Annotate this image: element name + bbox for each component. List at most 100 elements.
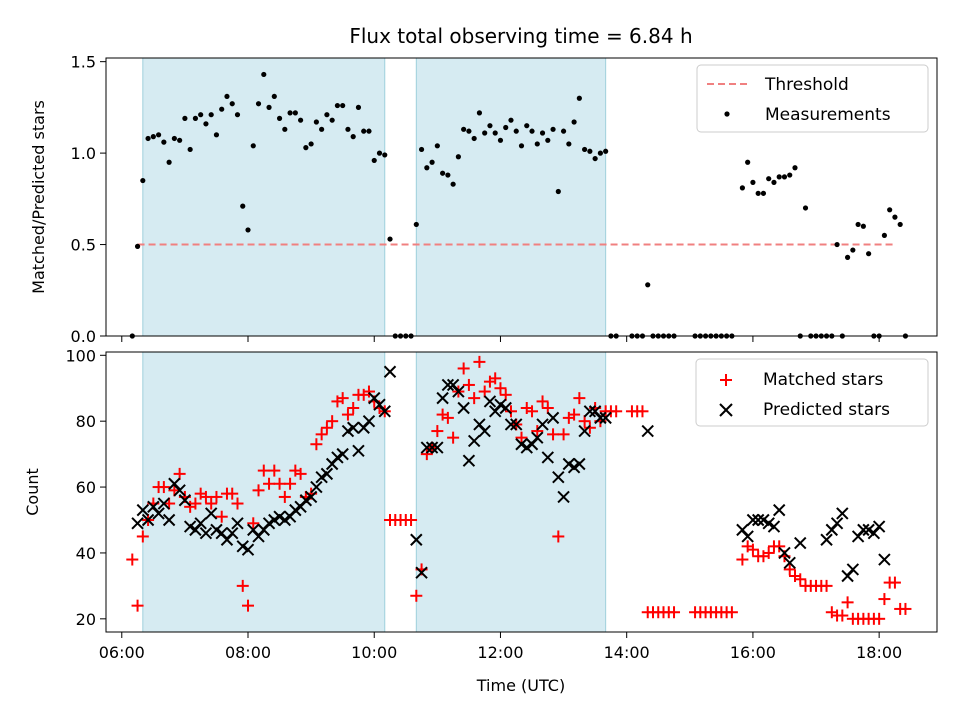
predicted-star-marker [410, 533, 423, 546]
measurement-point [545, 137, 551, 143]
predicted-star-marker [510, 418, 523, 431]
matched-star-marker [263, 477, 276, 490]
predicted-star-marker [546, 411, 560, 425]
matched-star-marker [131, 599, 144, 612]
matched-star-marker [494, 382, 507, 395]
x-tick-label: 16:00 [730, 643, 776, 662]
predicted-star-marker [599, 411, 612, 425]
matched-star-marker [746, 543, 759, 556]
measurement-point [461, 126, 467, 132]
predicted-star-marker [320, 467, 334, 481]
predicted-star-marker [836, 507, 849, 520]
predicted-star-marker [552, 470, 565, 484]
matched-star-marker [536, 395, 549, 408]
matched-star-marker [247, 517, 260, 530]
predicted-star-marker [746, 513, 760, 527]
predicted-star-marker [441, 378, 455, 392]
matched-star-marker [199, 490, 212, 503]
predicted-star-marker [452, 385, 465, 398]
measurement-point [429, 159, 435, 165]
predicted-star-marker [457, 401, 470, 415]
measurement-point [350, 134, 356, 140]
measurement-point [892, 214, 898, 220]
top-observing-windows [142, 57, 607, 337]
measurement-point [560, 128, 567, 134]
matched-star-marker [257, 464, 270, 477]
measurement-point [487, 123, 493, 129]
measurement-point [413, 221, 419, 228]
predicted-star-marker [415, 566, 428, 579]
x-tick-label: 14:00 [604, 643, 650, 662]
measurement-point [592, 155, 598, 162]
measurement-point [355, 104, 362, 110]
measurement-point [229, 101, 235, 107]
matched-star-marker [273, 477, 286, 490]
measurement-point [292, 110, 298, 116]
measurement-point [261, 71, 267, 78]
measurement-point [140, 177, 146, 184]
x-tick-label: 10:00 [351, 643, 397, 662]
measurement-point [255, 101, 262, 107]
predicted-star-marker [773, 503, 786, 517]
measurement-point [219, 106, 225, 112]
measurement-point [245, 227, 251, 233]
measurement-point [298, 117, 304, 123]
matched-star-marker [320, 421, 333, 434]
measurement-point [287, 110, 293, 116]
matched-star-marker [526, 405, 539, 418]
top-legend: Threshold Measurements [696, 64, 929, 133]
measurement-point [881, 232, 888, 239]
measurement-point [576, 95, 582, 101]
predicted-star-marker [462, 454, 476, 467]
measurement-point [492, 130, 498, 136]
top-panel: 0.0 0.5 1.0 1.5 Flux total observing time =… [29, 24, 938, 346]
measurement-point [313, 119, 319, 125]
measurement-point [781, 174, 788, 180]
measurement-point [471, 135, 477, 142]
matched-star-marker [736, 553, 749, 566]
measurement-point [376, 150, 383, 156]
matched-star-marker [278, 490, 291, 503]
top-y-axis-label: Matched/Predicted stars [29, 100, 48, 294]
predicted-star-marker [578, 424, 591, 438]
y-tick-label: 0.0 [71, 327, 96, 346]
measurement-point [329, 117, 335, 123]
measurement-point [334, 102, 341, 109]
matched-star-marker [888, 576, 901, 589]
bottom-observing-windows [142, 351, 607, 633]
predicted-star-marker [783, 556, 796, 570]
measurement-point [750, 179, 756, 185]
matched-star-marker [610, 405, 623, 418]
measurement-point [450, 181, 456, 187]
measurement-point [445, 172, 451, 178]
observing-window [142, 57, 386, 337]
measurement-point [482, 130, 488, 136]
matched-star-marker [578, 415, 591, 428]
matched-star-marker [341, 408, 354, 421]
predicted-star-marker [336, 447, 349, 461]
measurement-point [582, 146, 588, 153]
measurement-point [529, 128, 535, 134]
matched-star-marker [531, 425, 544, 438]
measurement-point [266, 104, 272, 110]
measurement-point [224, 93, 230, 100]
measurement-point [155, 132, 162, 138]
measurement-point [166, 159, 172, 165]
matched-star-marker [294, 467, 307, 480]
matched-star-marker [468, 392, 481, 405]
predicted-star-marker [173, 484, 186, 497]
matched-star-marker [231, 497, 244, 510]
predicted-star-marker [141, 513, 155, 527]
matched-star-marker [636, 405, 649, 418]
predicted-star-marker [362, 414, 376, 428]
bottom-legend-box [695, 358, 929, 427]
predicted-star-marker [767, 520, 781, 533]
measurement-point [382, 152, 388, 158]
predicted-star-marker [741, 530, 754, 543]
matched-star-marker [336, 392, 349, 405]
matched-star-marker [362, 385, 375, 398]
measurement-point [834, 241, 840, 248]
matched-star-marker [462, 378, 475, 391]
bottom-axis-ticks: 20 40 60 80 100 06:00 08:00 10:00 12:00 14:00 16:0… [65, 346, 902, 662]
measurement-point [213, 132, 220, 138]
